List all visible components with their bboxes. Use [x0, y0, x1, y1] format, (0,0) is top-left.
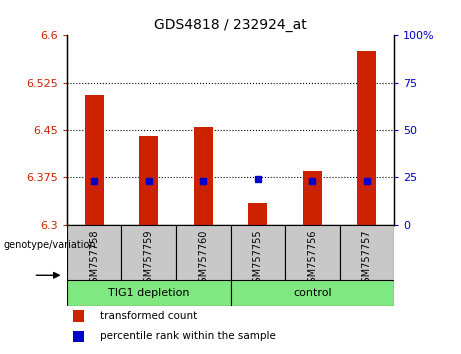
Bar [73, 331, 84, 342]
Bar [357, 51, 377, 225]
Bar [84, 95, 104, 225]
FancyBboxPatch shape [230, 280, 394, 306]
FancyBboxPatch shape [285, 225, 340, 280]
Text: TIG1 depletion: TIG1 depletion [108, 288, 189, 298]
FancyBboxPatch shape [176, 225, 230, 280]
Text: GSM757757: GSM757757 [362, 229, 372, 289]
Text: transformed count: transformed count [100, 310, 197, 321]
Bar [73, 310, 84, 322]
FancyBboxPatch shape [67, 280, 230, 306]
FancyBboxPatch shape [230, 225, 285, 280]
Bar [194, 127, 213, 225]
Text: control: control [293, 288, 331, 298]
Text: GSM757756: GSM757756 [307, 229, 317, 289]
Title: GDS4818 / 232924_at: GDS4818 / 232924_at [154, 18, 307, 32]
FancyBboxPatch shape [340, 225, 394, 280]
Bar [248, 203, 267, 225]
Text: genotype/variation: genotype/variation [3, 240, 96, 250]
Text: GSM757760: GSM757760 [198, 229, 208, 289]
Bar [303, 171, 322, 225]
Bar [139, 136, 158, 225]
Text: GSM757758: GSM757758 [89, 229, 99, 289]
Text: percentile rank within the sample: percentile rank within the sample [100, 331, 276, 341]
FancyBboxPatch shape [67, 225, 121, 280]
Text: GSM757759: GSM757759 [144, 229, 154, 289]
Text: GSM757755: GSM757755 [253, 229, 263, 289]
FancyBboxPatch shape [121, 225, 176, 280]
